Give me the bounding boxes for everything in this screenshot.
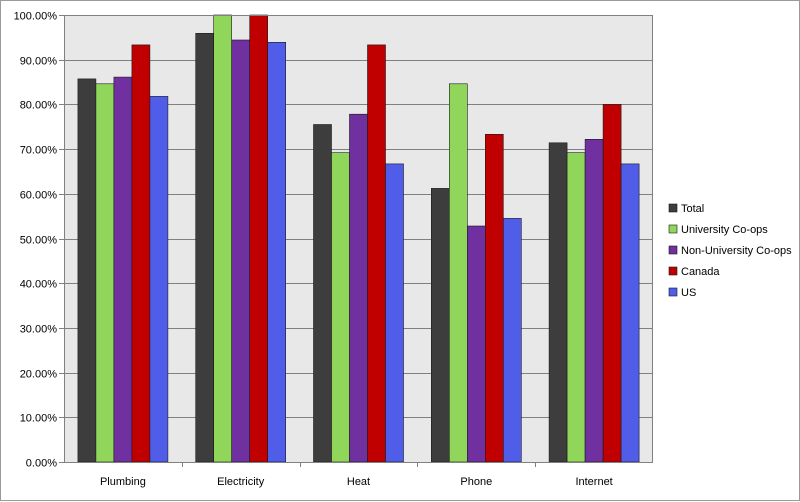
bar-university-co-ops-phone	[448, 83, 468, 463]
bar-us-internet	[620, 163, 640, 463]
x-tick-label: Electricity	[217, 476, 265, 488]
y-tick-label: 30.00%	[20, 324, 58, 336]
legend-swatch	[668, 224, 678, 234]
legend-label: Total	[681, 203, 704, 215]
bar-total-heat	[313, 124, 332, 463]
x-tick-label: Phone	[460, 476, 492, 488]
legend-label: University Co-ops	[681, 224, 768, 236]
legend-label: US	[681, 287, 696, 299]
bar-us-phone	[502, 218, 522, 463]
bar-non-university-co-ops-phone	[466, 225, 486, 463]
y-tick-label: 60.00%	[20, 190, 58, 202]
y-tick-label: 0.00%	[26, 458, 57, 470]
y-tick-label: 70.00%	[20, 145, 58, 157]
bar-total-internet	[548, 142, 568, 463]
bar-non-university-co-ops-internet	[584, 139, 604, 463]
bar-canada-heat	[367, 44, 386, 463]
y-tick-label: 90.00%	[20, 56, 58, 68]
y-tick-label: 100.00%	[14, 11, 58, 23]
x-tick-label: Plumbing	[100, 476, 146, 488]
bar-non-university-co-ops-heat	[349, 113, 368, 463]
legend-label: Non-University Co-ops	[681, 245, 792, 257]
legend: Total University Co-ops Non-University Co-…	[668, 203, 792, 299]
legend-swatch	[668, 287, 678, 297]
bar-us-plumbing	[149, 96, 169, 463]
bar-university-co-ops-electricity	[213, 14, 232, 463]
bar-university-co-ops-plumbing	[95, 83, 115, 463]
bar-university-co-ops-internet	[566, 152, 586, 463]
legend-swatch	[668, 266, 678, 276]
bar-non-university-co-ops-plumbing	[113, 76, 133, 463]
y-tick-label: 20.00%	[20, 369, 58, 381]
bars	[77, 14, 640, 463]
y-tick-label: 40.00%	[20, 279, 58, 291]
legend-swatch	[668, 245, 678, 255]
bar-total-plumbing	[77, 78, 97, 463]
bar-total-phone	[430, 188, 450, 463]
y-tick-label: 10.00%	[20, 413, 58, 425]
bar-university-co-ops-heat	[331, 152, 350, 463]
bar-us-electricity	[267, 41, 287, 463]
x-tick-label: Heat	[347, 476, 370, 488]
x-tick-label: Internet	[575, 476, 612, 488]
legend-swatch	[668, 203, 678, 213]
bar-canada-phone	[484, 134, 504, 463]
bar-canada-plumbing	[131, 44, 151, 463]
bar-canada-electricity	[249, 14, 268, 463]
bar-us-heat	[385, 163, 404, 463]
bar-canada-internet	[602, 104, 622, 463]
bar-non-university-co-ops-electricity	[231, 39, 250, 463]
y-tick-label: 50.00%	[20, 235, 58, 247]
legend-label: Canada	[681, 266, 720, 278]
axes: 0.00% 10.00% 20.00% 30.00% 40.00% 50.00% 60.00…	[14, 11, 653, 488]
bar-total-electricity	[195, 32, 214, 463]
y-tick-label: 80.00%	[20, 100, 58, 112]
